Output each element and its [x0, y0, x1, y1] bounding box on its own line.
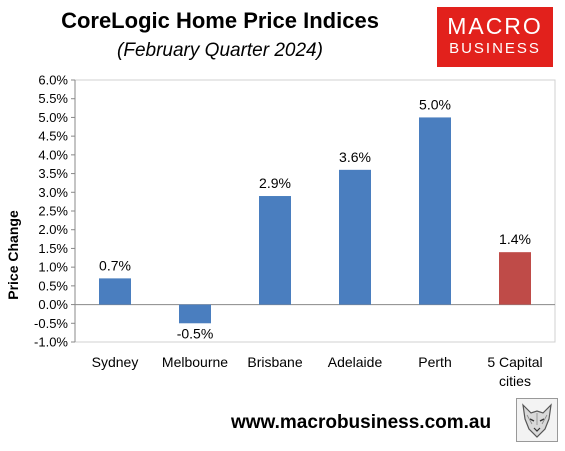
wolf-mascot-icon: [516, 398, 558, 442]
macrobusiness-logo: MACRO BUSINESS: [437, 7, 553, 67]
y-tick-label: 1.0%: [38, 260, 68, 275]
y-tick-label: 5.0%: [38, 110, 68, 125]
data-label: 5.0%: [419, 96, 451, 112]
bar-sydney: [99, 278, 131, 305]
y-tick-label: 4.0%: [38, 147, 68, 162]
y-tick-label: 4.5%: [38, 129, 68, 144]
data-label: -0.5%: [177, 325, 214, 341]
y-tick-label: 1.5%: [38, 241, 68, 256]
data-label: 2.9%: [259, 175, 291, 191]
bar-perth: [419, 117, 451, 305]
plot-area: [74, 79, 556, 343]
y-tick-label: 0.0%: [38, 297, 68, 312]
y-tick-label: -1.0%: [34, 335, 68, 350]
y-tick-label: 0.5%: [38, 278, 68, 293]
x-category-label: Melbourne: [162, 354, 228, 370]
chart-subtitle: (February Quarter 2024): [117, 40, 323, 61]
x-category-label: Sydney: [92, 354, 139, 370]
y-tick-label: 6.0%: [38, 73, 68, 88]
x-category-label: Perth: [418, 354, 451, 370]
website-url: www.macrobusiness.com.au: [231, 412, 492, 433]
y-tick-label: 5.5%: [38, 91, 68, 106]
y-tick-label: -0.5%: [34, 316, 68, 331]
logo-line-2: BUSINESS: [449, 40, 541, 57]
data-label: 1.4%: [499, 231, 531, 247]
bar-brisbane: [259, 196, 291, 305]
bar-5-capital-cities: [499, 252, 531, 305]
y-tick-label: 3.0%: [38, 185, 68, 200]
data-label: 0.7%: [99, 257, 131, 273]
y-tick-label: 2.5%: [38, 204, 68, 219]
chart-title: CoreLogic Home Price Indices: [61, 8, 379, 33]
bar-adelaide: [339, 169, 371, 305]
logo-line-1: MACRO: [447, 13, 543, 39]
x-category-label: Adelaide: [328, 354, 383, 370]
data-label: 3.6%: [339, 149, 371, 165]
y-tick-label: 3.5%: [38, 166, 68, 181]
bar-melbourne: [179, 304, 211, 324]
x-category-label: Brisbane: [247, 354, 302, 370]
x-category-label: 5 Capital cities: [487, 354, 542, 389]
y-tick-label: 2.0%: [38, 222, 68, 237]
